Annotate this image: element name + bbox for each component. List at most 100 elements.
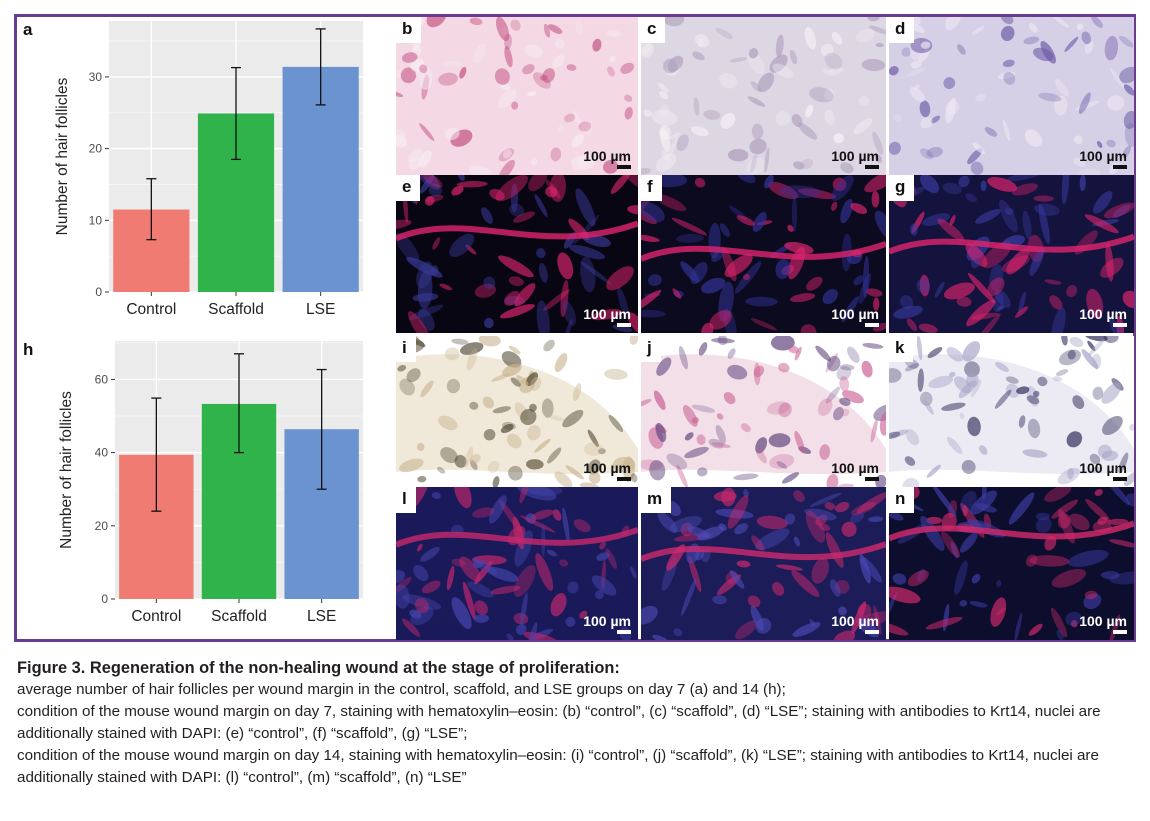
- micrograph-panel-k: k 100 µm: [889, 336, 1134, 487]
- scale-bar-label: 100 µm: [831, 460, 879, 476]
- panel-letter: f: [641, 175, 662, 201]
- scale-bar: 100 µm: [1079, 306, 1127, 327]
- bar-chart-day7: a 0 10 20 30 Control Scaffold LSE Number of hai…: [23, 20, 363, 318]
- panel-letter: j: [641, 336, 661, 362]
- panel-letter: g: [889, 175, 915, 201]
- panel-letter: b: [396, 17, 422, 43]
- panel-letter: k: [889, 336, 914, 362]
- figure-caption: Figure 3. Regeneration of the non-healin…: [17, 657, 1137, 789]
- micrograph-image: [396, 336, 638, 487]
- micrograph-panel-f: f 100 µm: [641, 175, 886, 333]
- y-tick-label: 20: [95, 519, 109, 533]
- micrograph-panel-d: d 100 µm: [889, 17, 1134, 175]
- scale-bar-line: [865, 630, 879, 634]
- scale-bar-label: 100 µm: [583, 460, 631, 476]
- y-tick-label: 0: [95, 285, 102, 299]
- scale-bar-line: [617, 323, 631, 327]
- micrograph-image: [641, 175, 886, 333]
- scale-bar: 100 µm: [831, 306, 879, 327]
- scale-bar-line: [865, 165, 879, 169]
- panel-letter: i: [396, 336, 416, 362]
- micrograph-panel-m: m 100 µm: [641, 487, 886, 640]
- scale-bar-label: 100 µm: [583, 613, 631, 629]
- error-bar: [315, 28, 326, 106]
- scale-bar-line: [865, 323, 879, 327]
- x-tick-label: Control: [131, 608, 181, 625]
- y-tick-label: 0: [101, 592, 108, 606]
- caption-line: condition of the mouse wound margin on d…: [17, 747, 1099, 786]
- scale-bar: 100 µm: [583, 306, 631, 327]
- micrograph-panel-g: g 100 µm: [889, 175, 1134, 333]
- micrograph-panel-j: j 100 µm: [641, 336, 886, 487]
- panel-letter-h: h: [23, 340, 33, 359]
- scale-bar-label: 100 µm: [1079, 613, 1127, 629]
- x-tick-label: Control: [126, 301, 176, 318]
- plot-area: 0 10 20 30 Control Scaffold LSE: [89, 21, 363, 318]
- y-tick-label: 20: [89, 142, 103, 156]
- x-tick-label: Scaffold: [208, 301, 264, 318]
- scale-bar: 100 µm: [583, 460, 631, 481]
- scale-bar-label: 100 µm: [1079, 306, 1127, 322]
- scale-bar: 100 µm: [831, 460, 879, 481]
- x-tick-label: LSE: [306, 301, 335, 318]
- panel-letter: c: [641, 17, 666, 43]
- micrograph-panel-e: e 100 µm: [396, 175, 638, 333]
- micrograph-image: [641, 336, 886, 487]
- scale-bar: 100 µm: [1079, 460, 1127, 481]
- micrograph-image: [889, 175, 1134, 333]
- error-bar: [231, 66, 241, 161]
- scale-bar-label: 100 µm: [1079, 460, 1127, 476]
- scale-bar-line: [617, 477, 631, 481]
- micrograph-panel-b: b 100 µm: [396, 17, 638, 175]
- error-bar: [234, 353, 244, 454]
- micrograph-image: [641, 487, 886, 640]
- micrograph-image: [641, 17, 886, 175]
- y-tick-label: 30: [89, 70, 103, 84]
- micrograph-image: [396, 17, 635, 175]
- y-axis-label: Number of hair follicles: [54, 77, 71, 235]
- x-tick-label: Scaffold: [211, 608, 267, 625]
- scale-bar-label: 100 µm: [831, 148, 879, 164]
- scale-bar: 100 µm: [1079, 148, 1127, 169]
- caption-line: condition of the mouse wound margin on d…: [17, 703, 1101, 742]
- scale-bar: 100 µm: [1079, 613, 1127, 634]
- chart-panel-h: h 0 20 40 60 Control Scaffold LSE Number of hai…: [17, 337, 391, 639]
- scale-bar-line: [1113, 630, 1127, 634]
- scale-bar: 100 µm: [831, 613, 879, 634]
- x-tick-label: LSE: [307, 608, 336, 625]
- micrograph-panel-i: i 100 µm: [396, 336, 638, 487]
- y-tick-label: 60: [95, 372, 109, 386]
- scale-bar-label: 100 µm: [583, 148, 631, 164]
- micrograph-image: [889, 336, 1134, 487]
- micrograph-image: [396, 175, 638, 333]
- bar-chart-day14: h 0 20 40 60 Control Scaffold LSE Number of hai…: [23, 340, 363, 625]
- panel-letter: n: [889, 487, 915, 513]
- scale-bar: 100 µm: [583, 613, 631, 634]
- scale-bar-line: [617, 630, 631, 634]
- panel-letter-a: a: [23, 20, 33, 39]
- scale-bar: 100 µm: [831, 148, 879, 169]
- error-bar: [316, 368, 327, 490]
- scale-bar-line: [1113, 323, 1127, 327]
- plot-area: 0 20 40 60 Control Scaffold LSE: [95, 341, 363, 625]
- micrograph-panel-c: c 100 µm: [641, 17, 886, 175]
- scale-bar-line: [1113, 165, 1127, 169]
- y-tick-label: 40: [95, 446, 109, 460]
- micrograph-panel-n: n 100 µm: [889, 487, 1134, 640]
- micrograph-panel-l: l 100 µm: [396, 487, 638, 640]
- panel-letter: e: [396, 175, 421, 201]
- panel-letter: m: [641, 487, 672, 513]
- scale-bar-label: 100 µm: [831, 306, 879, 322]
- error-bar: [151, 397, 162, 512]
- scale-bar: 100 µm: [583, 148, 631, 169]
- caption-line: average number of hair follicles per wou…: [17, 681, 786, 698]
- scale-bar-label: 100 µm: [831, 613, 879, 629]
- scale-bar-line: [617, 165, 631, 169]
- y-axis-label: Number of hair follicles: [58, 391, 75, 549]
- scale-bar-label: 100 µm: [583, 306, 631, 322]
- panel-letter: d: [889, 17, 915, 43]
- error-bar: [146, 178, 157, 241]
- scale-bar-line: [865, 477, 879, 481]
- y-tick-label: 10: [89, 213, 103, 227]
- scale-bar-label: 100 µm: [1079, 148, 1127, 164]
